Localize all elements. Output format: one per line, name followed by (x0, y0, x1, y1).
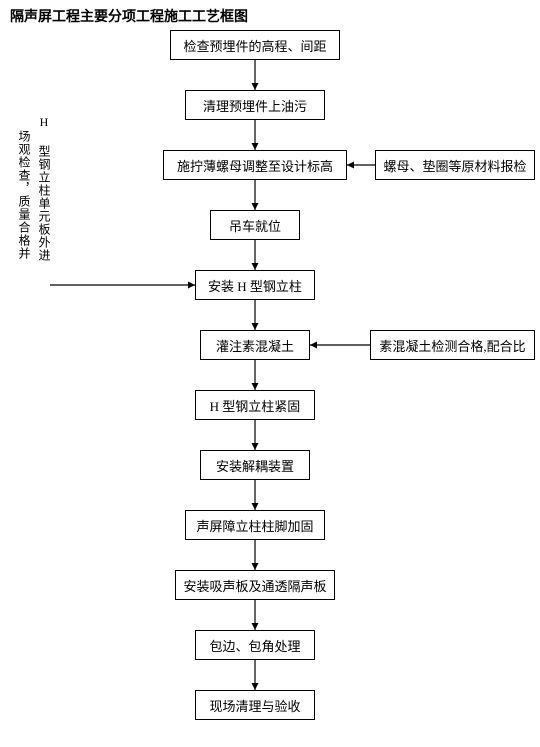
node-edge-treatment: 包边、包角处理 (195, 630, 315, 660)
node-concrete-test: 素混凝土检测合格,配合比 (370, 330, 535, 360)
side-label-2: H 型钢立柱单元板外进 (32, 115, 50, 285)
side-label-1: 场观检查，质量合格并 (12, 130, 30, 300)
node-cleanup-acceptance: 现场清理与验收 (195, 690, 315, 720)
node-install-h-column: 安装 H 型钢立柱 (195, 270, 315, 300)
diagram-title: 隔声屏工程主要分项工程施工工艺框图 (10, 6, 248, 26)
node-pour-concrete: 灌注素混凝土 (200, 330, 310, 360)
node-check-embedded: 检查预埋件的高程、间距 (170, 30, 340, 60)
node-install-panels: 安装吸声板及通透隔声板 (175, 570, 335, 600)
node-material-inspection: 螺母、垫圈等原材料报检 (375, 150, 535, 180)
node-adjust-thin-nut: 施拧薄螺母调整至设计标高 (163, 150, 347, 180)
node-install-decoupler: 安装解耦装置 (200, 450, 310, 480)
node-crane-position: 吊车就位 (210, 210, 300, 240)
node-fasten-h-column: H 型钢立柱紧固 (195, 390, 315, 420)
node-clean-oil: 清理预埋件上油污 (185, 90, 325, 120)
node-reinforce-foot: 声屏障立柱柱脚加固 (185, 510, 325, 540)
